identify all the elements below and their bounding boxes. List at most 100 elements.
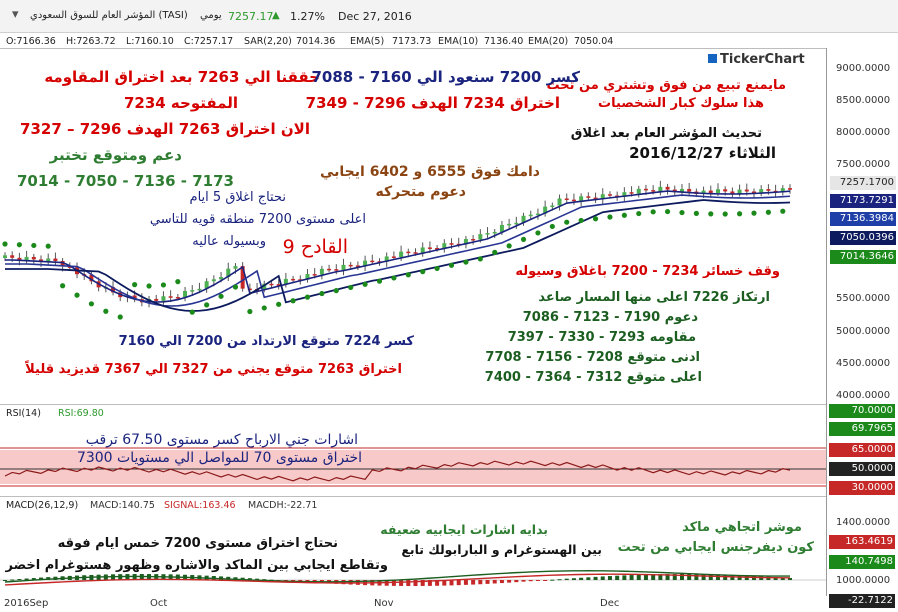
candle-body: [485, 233, 490, 235]
candle-body: [17, 257, 22, 261]
sar-dot: [736, 211, 743, 217]
sar-dot: [218, 293, 224, 299]
macd-histogram-bar: [593, 576, 598, 580]
ema5-label: EMA(5): [350, 36, 385, 47]
last-price: 7257.17: [228, 10, 274, 23]
candle-body: [168, 296, 173, 298]
annotation-text: اختراق مستوى 70 للمواصل الي مستويات 7300: [76, 450, 362, 466]
rsi-tick-65: 65.0000: [829, 443, 895, 457]
high-value: H:7263.72: [66, 36, 116, 47]
sar-dot: [621, 212, 627, 218]
sar-dot: [664, 208, 671, 215]
candle-body: [204, 281, 209, 289]
menu-icon[interactable]: ▾: [12, 7, 19, 22]
price-axis[interactable]: [826, 48, 898, 404]
macd-tick: 1400.0000: [836, 517, 891, 528]
price-tick: 4000.0000: [836, 390, 891, 401]
rsi-tick-30: 30.0000: [829, 481, 895, 495]
candle-body: [463, 239, 468, 245]
sar-dot: [520, 236, 527, 243]
open-value: O:7166.36: [6, 36, 56, 47]
macd-histogram-bar: [564, 578, 569, 580]
macd-histogram-bar: [3, 580, 7, 581]
candle-body: [780, 188, 785, 193]
candle-body: [240, 266, 245, 289]
sar-dot: [722, 211, 728, 217]
annotation-text: نحتاج اغلاق 5 ايام: [189, 190, 286, 205]
macd-histogram-bar: [478, 580, 483, 585]
rsi-line: [4, 460, 791, 482]
candle-body: [521, 215, 526, 223]
rsi-value: RSI:69.80: [58, 408, 104, 419]
candle-body: [111, 287, 116, 293]
candle-body: [413, 252, 418, 254]
macd-value: MACD:140.75: [90, 500, 155, 511]
sar-dot: [693, 210, 699, 216]
sar-dot: [636, 210, 642, 217]
macd-histogram-bar: [39, 577, 44, 580]
macd-histogram-bar: [528, 580, 533, 582]
macd-histogram-bar: [651, 574, 656, 580]
macd-histogram-bar: [442, 580, 447, 586]
macd-histogram-bar: [492, 580, 497, 584]
candle-body: [427, 247, 432, 249]
candle-body: [420, 247, 425, 253]
candle-body: [67, 266, 72, 268]
annotation-text: كسر 7224 متوقع الارتداد من 7200 الي 7160: [118, 334, 414, 349]
macd-histogram-bar: [723, 574, 728, 580]
candle-body: [348, 264, 353, 267]
annotation-text: اعلى متوقع 7312 - 7364 - 7400: [484, 370, 702, 385]
candle-body: [636, 188, 641, 194]
sar-dot: [88, 301, 95, 307]
macd-histogram-bar: [708, 574, 713, 580]
annotation-text: وبسيوله عاليه: [192, 234, 266, 249]
macd-histogram-bar: [17, 579, 22, 581]
ema5-value: 7173.73: [392, 36, 432, 47]
candle-body: [471, 239, 476, 241]
sar-dot: [780, 208, 786, 214]
candle-body: [528, 214, 533, 217]
macd-histogram-bar: [629, 575, 634, 580]
macd-histogram-bar: [435, 580, 440, 586]
x-tick: Nov: [374, 598, 394, 609]
symbol-title[interactable]: المؤشر العام للسوق السعودي (TASI): [30, 10, 188, 21]
rsi-tick-50: 50.0000: [829, 462, 895, 476]
signal-value: SIGNAL:163.46: [164, 500, 236, 511]
candle-body: [31, 256, 36, 260]
brand-name: TickerChart: [720, 52, 805, 67]
macd-histogram-bar: [406, 580, 411, 586]
sar-dot: [333, 288, 339, 294]
sar-dot: [592, 216, 599, 222]
candle-body: [643, 188, 648, 191]
candle-body: [687, 188, 692, 192]
candle-body: [679, 188, 684, 193]
candle-body: [514, 222, 519, 225]
macd-histogram-bar: [255, 578, 260, 580]
macd-histogram-bar: [463, 580, 468, 585]
sar-dot: [549, 223, 555, 230]
candle-body: [276, 284, 281, 286]
price-pane[interactable]: [0, 48, 826, 405]
close-value: C:7257.17: [184, 36, 234, 47]
macd-histogram-bar: [788, 577, 792, 580]
macd-histogram-bar: [449, 580, 454, 586]
macd-group: [0, 570, 826, 586]
candle-body: [183, 290, 188, 298]
candle-body: [46, 258, 51, 262]
candle-body: [226, 268, 231, 278]
sar-dot: [146, 283, 152, 289]
annotation-text: دعوم 7190 - 7123 - 7086: [522, 310, 698, 325]
ema20-value: 7050.04: [574, 36, 614, 47]
candle-body: [89, 274, 94, 282]
sar-dot: [434, 265, 440, 272]
candle-body: [766, 189, 771, 191]
candle-body: [492, 231, 497, 234]
candle-body: [665, 186, 670, 190]
annotation-text: القادح 9: [282, 236, 348, 258]
sar-dot: [391, 275, 397, 281]
macd-histogram-bar: [10, 579, 15, 581]
signal-tag: 163.4619: [829, 535, 895, 549]
period-label[interactable]: يومي: [200, 10, 222, 21]
macd-histogram-bar: [615, 575, 620, 580]
